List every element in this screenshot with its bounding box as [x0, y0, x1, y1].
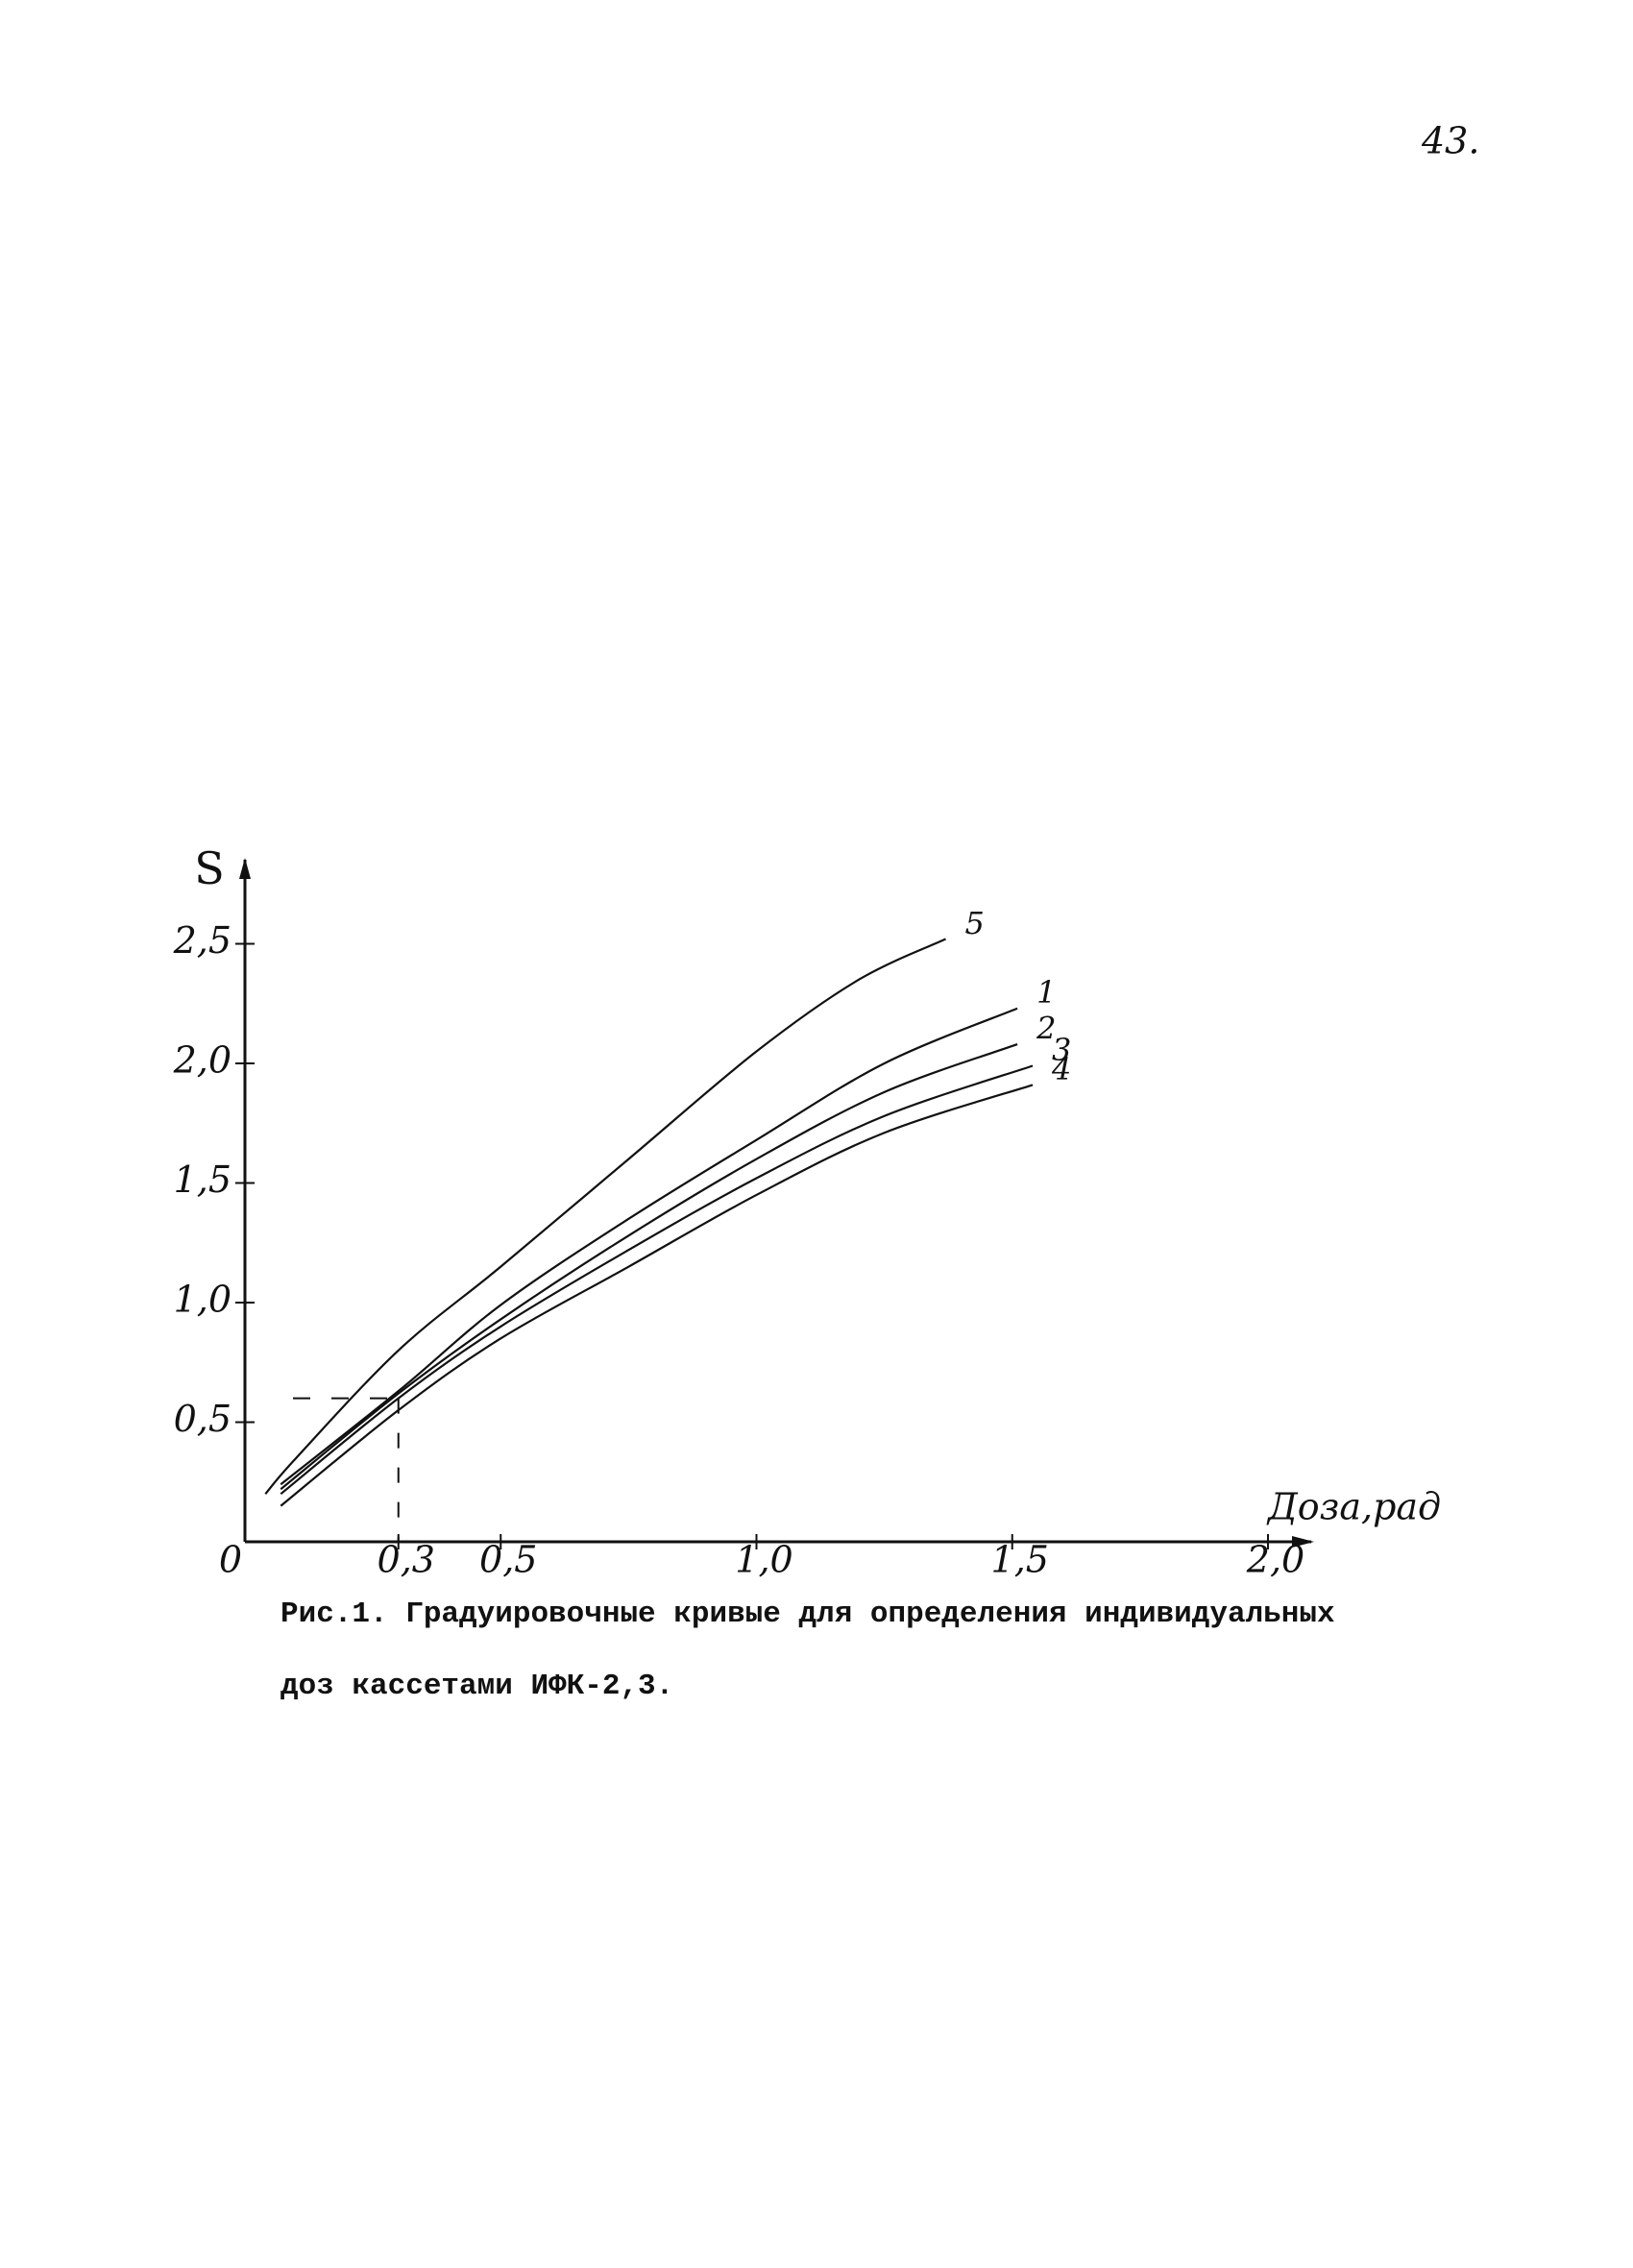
x-tick-label: 0: [219, 1539, 242, 1581]
x-axis-label: Доза,рад: [1266, 1486, 1441, 1528]
curve: [280, 1007, 1018, 1486]
series-label: 2: [1036, 1011, 1056, 1047]
y-tick-label: 0,5: [174, 1398, 232, 1440]
curve: [280, 1084, 1034, 1507]
page-number: 43.: [1421, 120, 1479, 162]
x-tick-label: 0,3: [378, 1539, 435, 1581]
series-label: 5: [965, 905, 985, 941]
x-tick-label: 1,5: [991, 1539, 1049, 1581]
y-axis-arrow: [239, 858, 251, 879]
curve: [264, 938, 946, 1495]
curve: [280, 1064, 1034, 1496]
y-tick-label: 2,0: [173, 1039, 232, 1082]
series-label: 4: [1051, 1051, 1071, 1087]
x-tick-label: 1,0: [735, 1539, 792, 1581]
x-tick-label: 0,5: [479, 1539, 537, 1581]
y-axis-label: S: [194, 842, 225, 894]
x-tick-label: 2,0: [1246, 1539, 1304, 1581]
series-label: 1: [1036, 974, 1056, 1011]
caption-line: Рис.1. Градуировочные кривые для определ…: [280, 1597, 1335, 1631]
y-tick-label: 1,5: [174, 1158, 232, 1201]
caption-line: доз кассетами ИФК-2,3.: [280, 1670, 673, 1703]
x-axis-arrow: [1292, 1536, 1314, 1548]
y-tick-label: 2,5: [173, 919, 232, 962]
y-tick-label: 1,0: [174, 1279, 232, 1321]
series-label: 3: [1052, 1032, 1071, 1068]
curve: [280, 1043, 1018, 1491]
